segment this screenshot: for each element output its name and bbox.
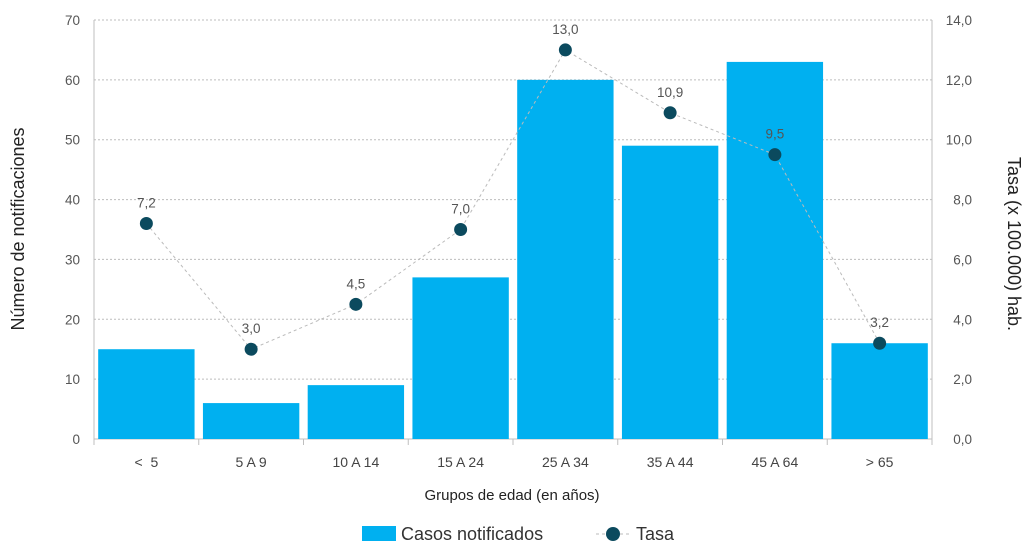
- rate-marker: [873, 336, 887, 350]
- y-tick-label: 20: [65, 312, 80, 327]
- data-label: 9,5: [765, 127, 784, 142]
- legend-swatch-casos: [362, 526, 396, 541]
- x-tick-label: 10 A 14: [333, 454, 380, 470]
- y-tick-label: 50: [65, 133, 80, 148]
- y-tick-label: 70: [65, 13, 80, 28]
- legend-label-tasa: Tasa: [636, 524, 675, 542]
- x-tick-label: 15 A 24: [437, 454, 484, 470]
- x-tick-label: 35 A 44: [647, 454, 694, 470]
- data-labels: 7,2 3,0 4,5 7,0 13,0 10,9 9,5 3,2: [137, 22, 889, 336]
- x-tick-label: > 65: [866, 454, 894, 470]
- y2-tick-label: 2,0: [953, 372, 972, 387]
- bar: [307, 385, 405, 439]
- rate-line: [145, 49, 881, 350]
- data-label: 13,0: [552, 22, 578, 37]
- rate-marker: [349, 297, 363, 311]
- rate-marker: [244, 342, 258, 356]
- bar: [517, 79, 614, 439]
- y2-tick-label: 14,0: [946, 13, 972, 28]
- y-tick-label: 40: [65, 193, 80, 208]
- rate-marker: [454, 223, 468, 236]
- data-label: 10,9: [657, 85, 683, 100]
- data-label: 3,2: [870, 315, 889, 330]
- bar: [726, 61, 824, 440]
- y-tick-label: 30: [65, 252, 80, 267]
- x-tick-label: 5 A 9: [236, 454, 267, 470]
- y2-tick-label: 4,0: [953, 312, 972, 327]
- y-tick-label: 0: [72, 432, 80, 447]
- bar: [202, 403, 300, 439]
- bar: [412, 277, 509, 439]
- tick-labels: 0 0,0 10 2,0 20 4,0 30 6,0 40 8,0 50 10,0 60 12,0 70 14…: [65, 13, 972, 470]
- y2-tick-label: 0,0: [953, 432, 972, 447]
- bar-series-casos: [98, 61, 928, 440]
- bar: [98, 349, 195, 439]
- data-label: 7,2: [137, 196, 156, 211]
- x-axis-title: Grupos de edad (en años): [424, 487, 599, 504]
- rate-marker: [768, 148, 782, 162]
- rate-marker: [558, 43, 572, 57]
- data-label: 4,5: [346, 276, 365, 291]
- data-label: 7,0: [451, 202, 470, 217]
- bar: [621, 145, 719, 439]
- y-tick-label: 60: [65, 73, 80, 88]
- rate-marker: [139, 217, 153, 231]
- legend-swatch-tasa-marker: [606, 527, 620, 541]
- y2-axis-title: Tasa (x 100.000) hab.: [1004, 157, 1024, 331]
- rate-marker: [663, 106, 677, 120]
- x-tick-label: 45 A 64: [752, 454, 799, 470]
- y2-tick-label: 10,0: [946, 133, 972, 148]
- data-label: 3,0: [242, 321, 261, 336]
- x-tick-label: 25 A 34: [542, 454, 589, 470]
- legend: Casos notificados Tasa: [362, 524, 675, 542]
- y-axis-title: Número de notificaciones: [8, 127, 28, 330]
- line-series-tasa: [139, 43, 887, 356]
- y2-tick-label: 12,0: [946, 73, 972, 88]
- y2-tick-label: 6,0: [953, 252, 972, 267]
- y2-tick-label: 8,0: [953, 193, 972, 208]
- x-tick-label: < 5: [135, 454, 159, 470]
- bar: [831, 343, 928, 439]
- legend-label-casos: Casos notificados: [401, 524, 543, 542]
- y-tick-label: 10: [65, 372, 80, 387]
